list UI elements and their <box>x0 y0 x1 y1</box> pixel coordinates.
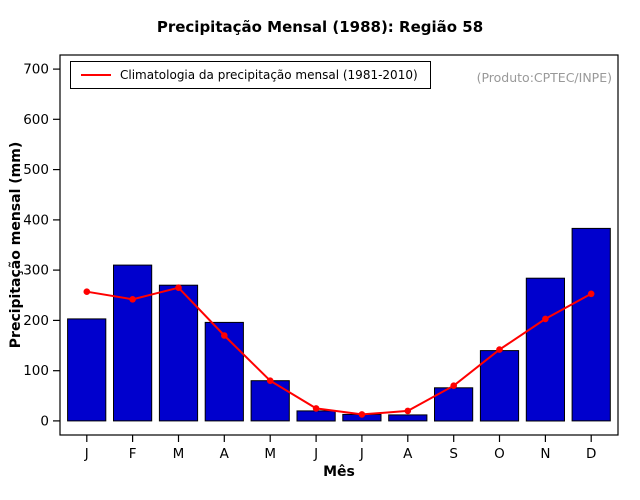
bar-11 <box>525 277 565 422</box>
y-tick-label: 0 <box>40 413 49 429</box>
y-tick-label: 300 <box>23 263 49 279</box>
bar-12 <box>571 227 611 422</box>
bar-1 <box>67 318 107 422</box>
climatology-point-7 <box>358 411 366 418</box>
x-tick-label: J <box>313 446 318 462</box>
climatology-point-11 <box>542 315 549 323</box>
y-tick-label: 400 <box>23 212 49 228</box>
y-tick-label: 700 <box>23 62 49 78</box>
x-tick-label: M <box>264 446 276 462</box>
x-tick-label: A <box>220 446 230 462</box>
climatology-point-12 <box>587 290 595 298</box>
chart-title: Precipitação Mensal (1988): Região 58 <box>156 18 484 36</box>
y-tick-label: 600 <box>23 112 49 128</box>
bar-6 <box>296 410 336 422</box>
climatology-point-8 <box>404 407 412 415</box>
climatology-point-3 <box>175 284 182 292</box>
bar-5 <box>250 380 290 422</box>
climatology-point-4 <box>221 332 228 339</box>
bar-10 <box>479 350 520 422</box>
bar-8 <box>388 414 428 422</box>
legend-line-swatch <box>81 74 111 76</box>
x-tick-label: F <box>129 446 137 462</box>
x-tick-label: J <box>359 446 364 462</box>
bar-2 <box>113 264 153 422</box>
legend-label: Climatologia da precipitação mensal (198… <box>120 68 418 82</box>
y-tick-label: 500 <box>23 162 49 178</box>
x-axis-label: Mês <box>323 464 355 480</box>
x-tick-label: N <box>540 446 550 462</box>
climatology-point-6 <box>312 405 320 412</box>
x-tick-label: A <box>403 446 413 462</box>
bar-4 <box>204 321 244 422</box>
climatology-point-1 <box>83 288 91 296</box>
climatology-point-5 <box>266 377 274 385</box>
x-tick-label: S <box>449 446 458 462</box>
y-tick-label: 200 <box>23 313 49 329</box>
plot-border <box>59 54 619 436</box>
y-tick-label: 100 <box>23 363 49 379</box>
bar-3 <box>158 284 199 422</box>
climatology-line <box>86 286 592 416</box>
y-axis-label: Precipitação mensal (mm) <box>8 141 24 349</box>
legend: Climatologia da precipitação mensal (198… <box>70 61 431 89</box>
climatology-point-10 <box>496 346 503 353</box>
climatology-point-9 <box>450 382 458 390</box>
climatology-point-2 <box>129 296 136 303</box>
x-tick-label: J <box>84 446 89 462</box>
x-tick-label: M <box>173 446 185 462</box>
x-tick-label: O <box>494 446 505 462</box>
product-annotation: (Produto:CPTEC/INPE) <box>476 70 612 85</box>
x-tick-label: D <box>586 446 596 462</box>
